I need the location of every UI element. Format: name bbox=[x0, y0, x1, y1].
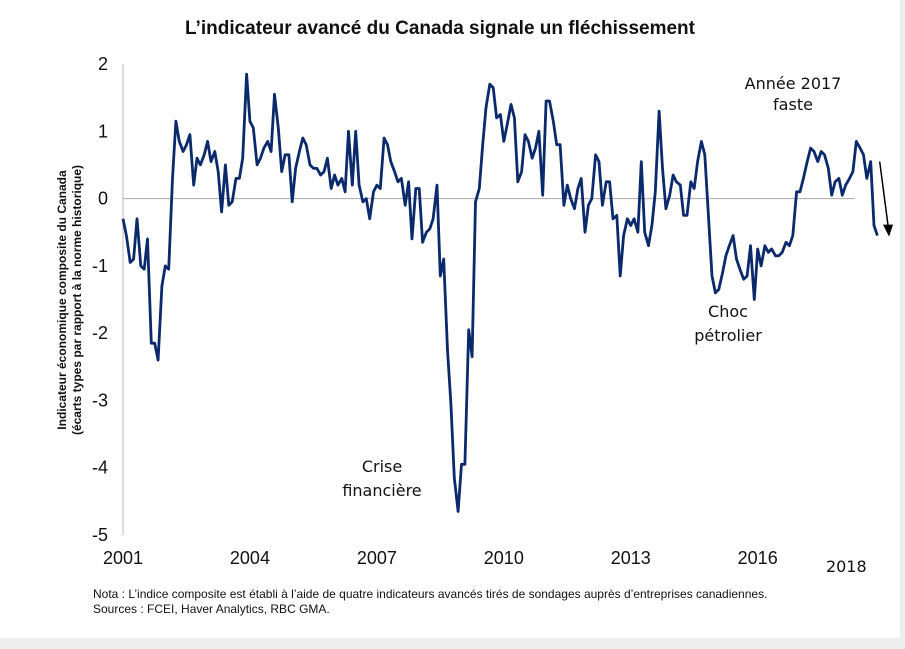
y-tick-label: 1 bbox=[98, 121, 108, 141]
y-tick-label: -5 bbox=[92, 525, 108, 545]
x-tick-label: 2016 bbox=[738, 548, 778, 568]
series-line bbox=[121, 72, 879, 513]
annotation-crisis-line1: Crise bbox=[362, 457, 402, 476]
x-tick-label: 2007 bbox=[357, 548, 397, 568]
y-tick-labels: 2 1 0 -1 -2 -3 -4 -5 bbox=[92, 54, 108, 545]
annotation-oil-line1: Choc bbox=[708, 302, 748, 321]
annotation-2017-line1: Année 2017 bbox=[745, 74, 842, 93]
x-tick-labels: 2001 2004 2007 2010 2013 2016 2018 bbox=[103, 548, 867, 576]
x-tick-label: 2004 bbox=[230, 548, 270, 568]
y-axis-label-line2: (écarts types par rapport à la norme his… bbox=[70, 165, 84, 435]
x-tick-label: 2010 bbox=[484, 548, 524, 568]
annotation-2017-line2: faste bbox=[773, 95, 813, 114]
y-tick-label: 2 bbox=[98, 54, 108, 74]
y-tick-label: -4 bbox=[92, 458, 108, 478]
y-axis-label-line1: Indicateur économique composite du Canad… bbox=[55, 170, 69, 430]
x-tick-label: 2001 bbox=[103, 548, 143, 568]
chart-title: L’indicateur avancé du Canada signale un… bbox=[185, 18, 696, 39]
line-chart: L’indicateur avancé du Canada signale un… bbox=[55, 18, 894, 616]
y-tick-label: -1 bbox=[92, 256, 108, 276]
footnote-note: Nota : L’indice composite est établi à l… bbox=[93, 587, 767, 601]
y-tick-label: -3 bbox=[92, 390, 108, 410]
x-tick-label-last: 2018 bbox=[826, 557, 867, 576]
arrowhead-icon bbox=[883, 224, 894, 237]
annotation-oil-line2: pétrolier bbox=[694, 326, 762, 345]
figure-panel: L’indicateur avancé du Canada signale un… bbox=[0, 0, 900, 638]
downward-arrow-icon bbox=[878, 161, 889, 226]
x-tick-label: 2013 bbox=[611, 548, 651, 568]
footnote-sources: Sources : FCEI, Haver Analytics, RBC GMA… bbox=[93, 602, 330, 616]
y-tick-label: 0 bbox=[98, 189, 108, 209]
y-tick-label: -2 bbox=[92, 323, 108, 343]
annotation-crisis-line2: financière bbox=[342, 481, 421, 500]
